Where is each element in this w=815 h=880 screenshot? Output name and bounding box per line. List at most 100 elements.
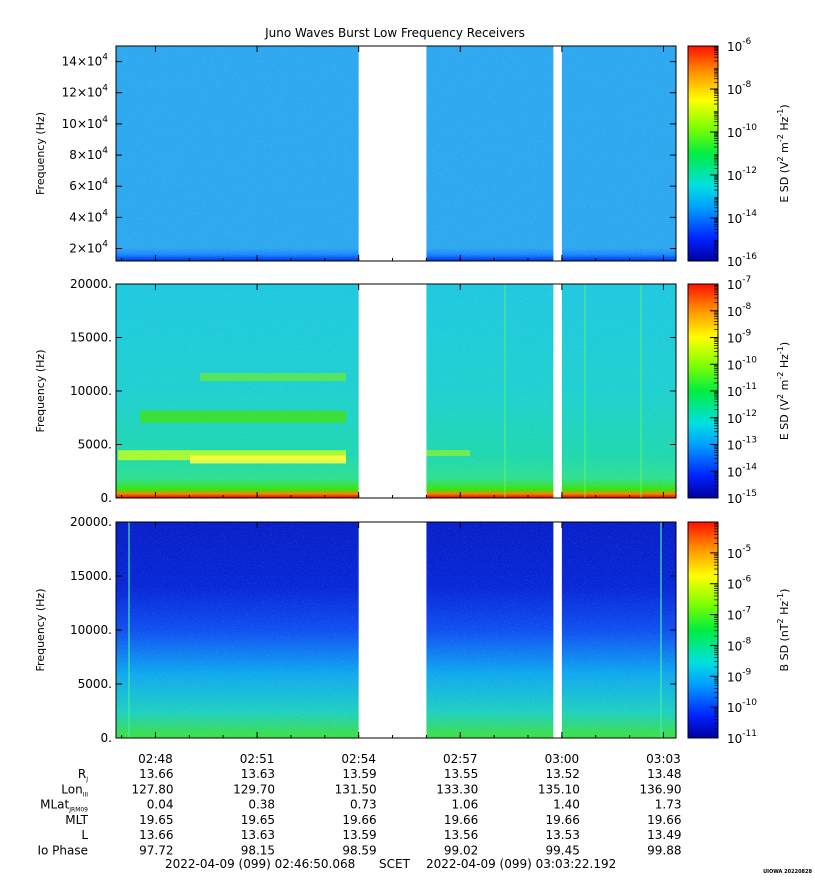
ephemeris-value: 129.70 [233, 782, 275, 796]
x-tick-label: 02:48 [138, 752, 173, 766]
colorbars: 10-6 10-8 10-10 10-12 10-14 10-16 E SD (V2 m-2… [687, 37, 791, 746]
y-tick-label: 14×104 [62, 53, 109, 69]
ephemeris-value: 97.72 [139, 844, 173, 858]
ephemeris-value: 0.04 [147, 798, 174, 812]
ephemeris-value: 13.59 [342, 767, 376, 781]
y-tick-label: 4×104 [69, 208, 108, 224]
colorbar-tick-label: 10-11 [727, 382, 757, 399]
ephemeris-value: 13.63 [241, 767, 275, 781]
colorbar-tick-label: 10-9 [727, 329, 752, 346]
ephemeris-value: 19.66 [444, 813, 478, 827]
colorbar-tick-label: 10-9 [727, 667, 752, 684]
data-gap [358, 46, 427, 261]
colorbar-tick-label: 10-8 [727, 302, 752, 319]
y-axis-label: Frequency (Hz) [34, 589, 47, 672]
ephemeris-value: 136.90 [639, 782, 681, 796]
colorbar-tick-label: 10-12 [727, 166, 757, 183]
colorbar-label: E SD (V2 m-2 Hz-1) [776, 104, 791, 202]
y-tick-label: 15000. [70, 331, 112, 345]
ephemeris-value: 99.45 [546, 844, 580, 858]
y-axis-label: Frequency (Hz) [34, 350, 47, 433]
colorbar-bsd: 10-5 10-6 10-7 10-8 10-9 10-10 10-11 B SD (nT2 … [687, 521, 791, 746]
ephemeris-value: 98.59 [342, 844, 376, 858]
footer-end-time: 2022-04-09 (099) 03:03:22.192 [426, 857, 616, 871]
ephemeris-value: 13.52 [546, 767, 580, 781]
ephemeris-value: 133.30 [436, 782, 478, 796]
y-tick-label: 10000. [70, 623, 112, 637]
colorbar-tick-label: 10-8 [727, 636, 752, 653]
y-tick-label: 8×104 [69, 146, 108, 162]
footer-frame: SCET [379, 857, 411, 871]
ephemeris-value: 135.10 [538, 782, 580, 796]
data-gap [553, 46, 562, 261]
colorbar-tick-label: 10-16 [727, 252, 757, 269]
x-tick-label: 03:03 [646, 752, 681, 766]
x-tick-label: 02:54 [341, 752, 376, 766]
data-gap [358, 522, 427, 738]
colorbar-tick-label: 10-10 [727, 698, 757, 715]
colorbar-gradient [687, 521, 719, 739]
colorbar-tick-label: 10-14 [727, 462, 757, 479]
ephemeris-label: RJ [78, 767, 88, 783]
emission-band [140, 410, 346, 423]
panel-frame [115, 45, 677, 262]
ephemeris-value: 99.88 [647, 844, 681, 858]
y-tick-label: 10×104 [62, 115, 109, 131]
colorbar-tick-label: 10-5 [727, 544, 751, 561]
colorbar-label: E SD (V2 m-2 Hz-1) [776, 342, 791, 440]
y-tick-label: 5000. [78, 438, 112, 452]
ephemeris-label: L [81, 828, 88, 842]
ephemeris-value: 13.55 [444, 767, 478, 781]
data-gap [553, 522, 562, 738]
colorbar-tick-label: 10-15 [727, 489, 757, 506]
data-gap [553, 284, 562, 498]
emission-band [200, 373, 346, 382]
ephemeris-label: LonIII [61, 782, 88, 798]
colorbar-tick-label: 10-6 [727, 37, 752, 54]
ephemeris-table: RJ 13.66 13.63 13.59 13.55 13.52 13.48 LonIII 12… [37, 767, 681, 858]
ephemeris-value: 13.48 [647, 767, 681, 781]
ephemeris-value: 19.66 [342, 813, 376, 827]
y-tick-label: 0. [101, 491, 112, 505]
y-tick-label: 10000. [70, 384, 112, 398]
ephemeris-value: 19.65 [241, 813, 275, 827]
ephemeris-value: 0.73 [350, 798, 377, 812]
ephemeris-label: MLT [65, 813, 88, 827]
colorbar-tick-label: 10-10 [727, 123, 757, 140]
ephemeris-value: 127.80 [131, 782, 173, 796]
colorbar-tick-label: 10-6 [727, 575, 752, 592]
colorbar-tick-label: 10-10 [727, 355, 757, 372]
ephemeris-value: 99.02 [444, 844, 478, 858]
panel-bsd: 20000. 15000. 10000. 5000. 0. Frequency (Hz) [34, 515, 677, 745]
y-axis-label: Frequency (Hz) [34, 112, 47, 195]
spectrogram-panels: 2×104 4×104 6×104 8×104 10×104 12×104 14×104 Fr… [34, 45, 677, 745]
ephemeris-value: 131.50 [335, 782, 377, 796]
colorbar-tick-label: 10-11 [727, 729, 757, 746]
y-tick-label: 20000. [70, 277, 112, 291]
ephemeris-value: 13.49 [647, 828, 681, 842]
ephemeris-value: 19.66 [647, 813, 681, 827]
colorbar-tick-label: 10-7 [727, 606, 751, 623]
panel-esd-low: 20000. 15000. 10000. 5000. 0. Frequency (Hz) [34, 277, 677, 505]
time-axis: 02:48 02:51 02:54 02:57 03:00 03:03 [121, 46, 681, 766]
ephemeris-value: 98.15 [241, 844, 275, 858]
emission-band [190, 455, 346, 464]
y-tick-label: 6×104 [69, 177, 108, 193]
colorbar-tick-label: 10-13 [727, 436, 757, 453]
ephemeris-value: 13.59 [342, 828, 376, 842]
colorbar-label: B SD (nT2 Hz-1) [776, 589, 791, 672]
ephemeris-value: 13.66 [139, 828, 173, 842]
colorbar-gradient [687, 45, 719, 262]
ephemeris-value: 19.65 [139, 813, 173, 827]
emission-band [420, 450, 470, 457]
y-tick-label: 20000. [70, 515, 112, 529]
chart-title: Juno Waves Burst Low Frequency Receivers [264, 26, 525, 40]
x-tick-label: 03:00 [545, 752, 580, 766]
x-tick-label: 02:51 [240, 752, 275, 766]
ephemeris-value: 13.66 [139, 767, 173, 781]
y-tick-label: 5000. [78, 677, 112, 691]
ephemeris-label: Io Phase [37, 844, 88, 858]
panel-esd-high: 2×104 4×104 6×104 8×104 10×104 12×104 14×104 Fr… [34, 45, 677, 262]
ephemeris-value: 13.56 [444, 828, 478, 842]
